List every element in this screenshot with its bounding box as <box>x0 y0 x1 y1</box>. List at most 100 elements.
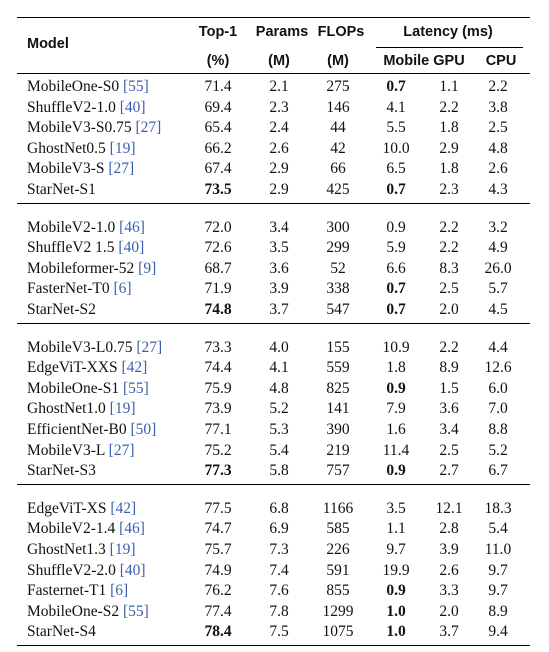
mobile-cell: 11.4 <box>382 441 410 459</box>
citation: [55] <box>123 379 149 397</box>
model-cell: EdgeViT-XXS [42] <box>27 359 147 377</box>
flops-cell: 1075 <box>322 623 354 641</box>
flops-cell: 42 <box>330 139 346 157</box>
mobile-cell: 1.1 <box>386 520 406 538</box>
citation: [6] <box>110 582 129 600</box>
citation: [55] <box>123 78 149 95</box>
cpu-cell: 7.0 <box>488 400 508 418</box>
cpu-cell: 18.3 <box>484 499 512 517</box>
header-params-unit: (M) <box>268 53 290 69</box>
gpu-cell: 3.7 <box>439 623 459 641</box>
gpu-cell: 3.9 <box>439 541 459 558</box>
mobile-cell: 9.7 <box>386 541 406 558</box>
top1-cell: 74.7 <box>204 520 232 538</box>
model-name: GhostNet1.3 <box>27 541 106 558</box>
header-params: Params <box>255 24 309 40</box>
model-name: MobileV2-1.4 <box>27 520 116 538</box>
header-flops-unit: (M) <box>327 53 349 69</box>
model-name: MobileV3-S0.75 <box>27 119 132 137</box>
group-rule <box>17 483 530 485</box>
model-name: GhostNet0.5 <box>27 139 106 157</box>
model-name: MobileV2-1.0 <box>27 218 116 236</box>
citation: [6] <box>113 280 132 298</box>
gpu-cell: 2.5 <box>439 441 459 459</box>
mobile-cell: 1.6 <box>386 421 406 438</box>
citation: [40] <box>118 239 145 257</box>
model-cell: MobileOne-S2 [55] <box>27 603 149 621</box>
model-cell: GhostNet0.5 [19] <box>27 140 136 158</box>
top1-cell: 75.9 <box>204 379 232 397</box>
gpu-cell: 2.2 <box>439 239 459 257</box>
params-cell: 5.3 <box>269 421 289 438</box>
top1-cell: 73.5 <box>204 181 232 198</box>
top1-cell: 69.4 <box>204 98 232 116</box>
cpu-cell: 4.4 <box>488 338 508 356</box>
mobile-cell: 10.0 <box>382 139 410 157</box>
flops-cell: 219 <box>326 441 350 459</box>
params-cell: 2.1 <box>269 78 289 95</box>
cpu-cell: 26.0 <box>484 259 512 277</box>
cpu-cell: 6.0 <box>488 379 508 397</box>
model-cell: ShuffleV2 1.5 [40] <box>27 239 144 257</box>
header-latency: Latency (ms) <box>403 24 493 40</box>
header-cpu: CPU <box>485 53 517 69</box>
flops-cell: 585 <box>326 520 350 538</box>
model-name: StarNet-S1 <box>27 181 96 198</box>
gpu-cell: 2.2 <box>439 218 459 236</box>
group-rule <box>17 202 530 204</box>
flops-cell: 425 <box>326 181 350 198</box>
model-cell: FasterNet-T0 [6] <box>27 280 132 298</box>
mobile-cell: 3.5 <box>386 499 406 517</box>
model-name: MobileOne-S0 <box>27 78 120 95</box>
mobile-cell: 1.0 <box>386 623 406 641</box>
mobile-cell: 6.6 <box>386 259 406 277</box>
params-cell: 3.6 <box>269 259 289 277</box>
model-cell: Mobileformer-52 [9] <box>27 260 156 278</box>
latency-underline <box>376 47 523 48</box>
flops-cell: 141 <box>326 400 350 418</box>
model-name: MobileOne-S2 <box>27 602 120 620</box>
cpu-cell: 2.5 <box>488 119 508 137</box>
model-cell: StarNet-S4 <box>27 623 96 641</box>
params-cell: 7.8 <box>269 602 289 620</box>
cpu-cell: 8.9 <box>488 602 508 620</box>
citation: [27] <box>108 160 135 178</box>
top1-cell: 74.4 <box>204 359 232 377</box>
model-cell: EdgeViT-XS [42] <box>27 500 136 518</box>
top1-cell: 74.8 <box>204 301 232 318</box>
top1-cell: 71.4 <box>204 78 232 95</box>
top1-cell: 65.4 <box>204 119 232 137</box>
citation: [9] <box>138 259 157 277</box>
top1-cell: 78.4 <box>204 623 232 641</box>
params-cell: 2.3 <box>269 98 289 116</box>
mobile-cell: 0.7 <box>386 301 406 318</box>
gpu-cell: 8.3 <box>439 259 459 277</box>
header-top1-unit: (%) <box>206 53 230 69</box>
params-cell: 2.9 <box>269 181 289 198</box>
params-cell: 7.5 <box>269 623 289 641</box>
mobile-cell: 7.9 <box>386 400 406 418</box>
citation: [40] <box>119 561 146 579</box>
params-cell: 4.8 <box>269 379 289 397</box>
cpu-cell: 8.8 <box>488 421 508 438</box>
mobile-cell: 5.9 <box>386 239 406 257</box>
gpu-cell: 2.7 <box>439 462 459 480</box>
cpu-cell: 9.4 <box>488 623 508 641</box>
cpu-cell: 3.2 <box>488 218 508 236</box>
cpu-cell: 11.0 <box>484 541 512 558</box>
flops-cell: 66 <box>330 160 346 178</box>
cpu-cell: 4.9 <box>488 239 508 257</box>
cpu-cell: 2.2 <box>488 78 508 95</box>
params-cell: 2.6 <box>269 139 289 157</box>
group-rule <box>17 322 530 324</box>
gpu-cell: 12.1 <box>435 499 463 517</box>
model-name: ShuffleV2-1.0 <box>27 98 116 116</box>
citation: [42] <box>110 499 137 517</box>
top1-cell: 66.2 <box>204 139 232 157</box>
top1-cell: 72.0 <box>204 218 232 236</box>
citation: [19] <box>109 400 136 418</box>
model-cell: ShuffleV2-1.0 [40] <box>27 99 146 117</box>
cpu-cell: 3.8 <box>488 98 508 116</box>
flops-cell: 338 <box>326 280 350 298</box>
flops-cell: 757 <box>326 462 350 480</box>
